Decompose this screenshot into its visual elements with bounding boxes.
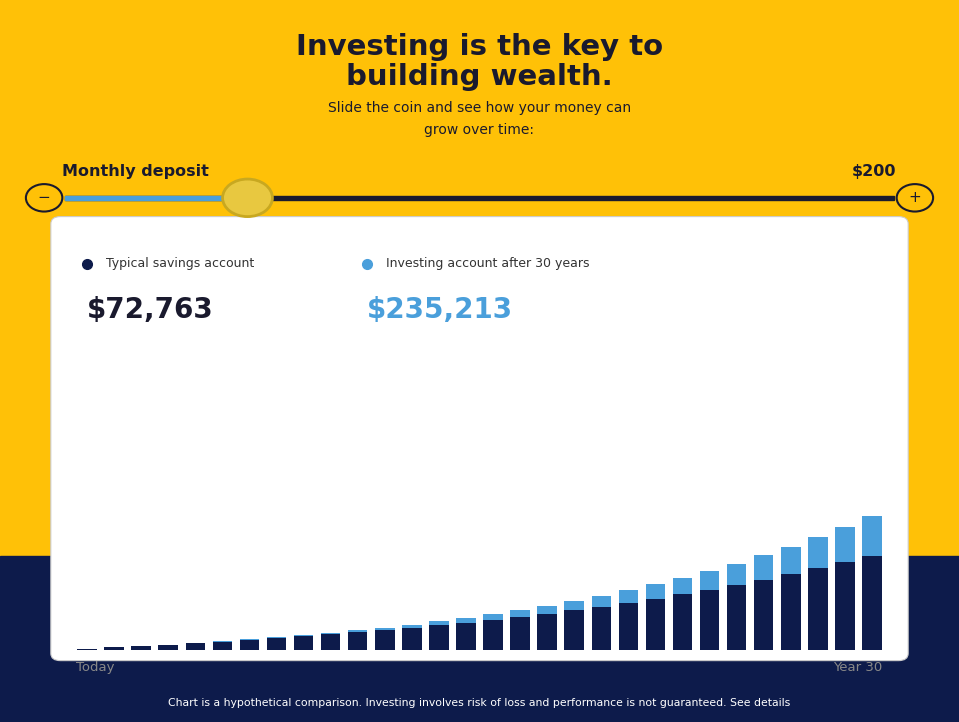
Bar (131, 646, 151, 650)
FancyBboxPatch shape (51, 217, 908, 661)
Bar (700, 571, 719, 590)
Bar (483, 619, 503, 650)
Bar (65, 196, 247, 200)
Bar (456, 618, 476, 622)
Bar (321, 633, 340, 635)
Bar (700, 590, 719, 650)
Bar (375, 630, 394, 650)
Text: Chart is a hypothetical comparison. Investing involves risk of loss and performa: Chart is a hypothetical comparison. Inve… (169, 697, 790, 708)
Bar (483, 614, 503, 619)
Text: $200: $200 (853, 165, 897, 179)
Text: Monthly deposit: Monthly deposit (62, 165, 209, 179)
Bar (619, 591, 638, 603)
Text: +: + (908, 191, 922, 205)
Bar (727, 564, 746, 585)
Bar (862, 556, 881, 650)
Bar (537, 606, 557, 614)
Bar (592, 606, 611, 650)
Bar (754, 555, 774, 580)
Bar (213, 642, 232, 650)
Bar (808, 537, 828, 568)
Bar (267, 638, 286, 650)
Text: Slide the coin and see how your money can
grow over time:: Slide the coin and see how your money ca… (328, 101, 631, 137)
Bar (619, 603, 638, 650)
Text: Typical savings account: Typical savings account (106, 257, 255, 270)
Bar (808, 568, 828, 650)
Bar (348, 632, 367, 650)
Bar (645, 585, 666, 599)
Bar (781, 547, 801, 574)
Bar (673, 594, 692, 650)
Bar (835, 562, 854, 650)
Bar (510, 610, 529, 617)
Bar (348, 630, 367, 632)
Bar (862, 516, 881, 556)
Text: building wealth.: building wealth. (346, 64, 613, 91)
Bar (781, 574, 801, 650)
Bar (240, 640, 259, 650)
Bar (430, 622, 449, 625)
Bar (293, 635, 314, 636)
Bar (375, 627, 394, 630)
Bar (293, 636, 314, 650)
Bar (565, 610, 584, 650)
Bar (565, 601, 584, 610)
Text: Today: Today (76, 661, 115, 674)
Bar (754, 580, 774, 650)
Text: Year 30: Year 30 (833, 661, 883, 674)
Text: −: − (37, 191, 51, 205)
Bar (402, 627, 422, 650)
Bar (0, 556, 959, 722)
Bar (673, 578, 692, 594)
Bar (185, 643, 205, 650)
Text: Investing is the key to: Investing is the key to (296, 33, 663, 61)
Bar (402, 625, 422, 627)
Bar (321, 635, 340, 650)
Bar (158, 645, 178, 650)
Bar (105, 648, 124, 650)
Text: Investing account after 30 years: Investing account after 30 years (386, 257, 590, 270)
Circle shape (222, 179, 272, 217)
Bar (592, 596, 611, 606)
Bar (78, 648, 97, 650)
Bar (65, 196, 894, 200)
Bar (430, 625, 449, 650)
Bar (510, 617, 529, 650)
Text: $72,763: $72,763 (87, 297, 214, 324)
Bar (835, 527, 854, 562)
Bar (456, 622, 476, 650)
Bar (645, 599, 666, 650)
Text: $235,213: $235,213 (367, 297, 513, 324)
Bar (727, 585, 746, 650)
Bar (537, 614, 557, 650)
